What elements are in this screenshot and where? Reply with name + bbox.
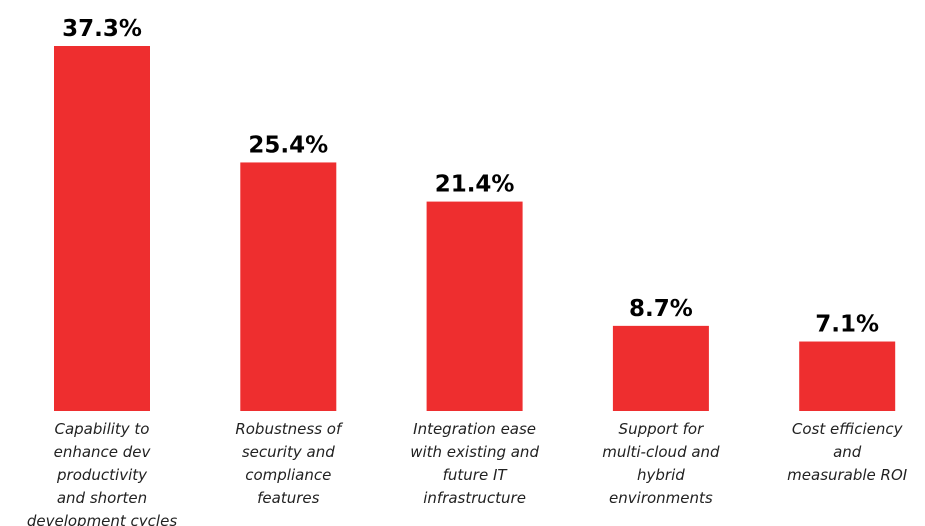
bar [426, 201, 523, 411]
category-label: Robustness of security and compliance featu… [235, 420, 344, 507]
bar [54, 46, 150, 411]
category-label: Capability to enhance dev productivity and … [27, 420, 177, 526]
bar [240, 162, 337, 411]
category-label: Integration ease with existing and future … [410, 420, 539, 507]
category-label: Support for multi-cloud and hybrid environm… [602, 420, 720, 507]
value-label: 21.4% [435, 172, 515, 198]
bar [799, 341, 896, 411]
value-label: 8.7% [629, 296, 693, 322]
value-label: 25.4% [248, 132, 328, 158]
bar [612, 325, 709, 411]
value-label: 37.3% [62, 16, 142, 42]
value-label: 7.1% [815, 312, 879, 338]
category-label: Cost efficiency and measurable ROI [787, 420, 908, 484]
